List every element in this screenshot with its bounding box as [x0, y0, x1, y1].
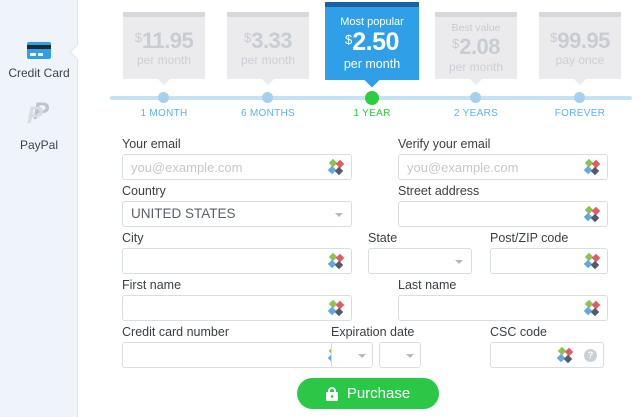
duration-label-1-year[interactable]: 1 YEAR [353, 108, 391, 119]
autofill-icon[interactable] [583, 158, 601, 175]
purchase-button[interactable]: Purchase [297, 378, 439, 409]
country-label: Country [122, 184, 166, 198]
slider-dot-1-year-active[interactable] [365, 91, 379, 105]
tier-period: per month [448, 59, 504, 74]
zip-field-group: Post/ZIP code [490, 232, 608, 274]
slider-dot-1-month[interactable] [158, 92, 169, 103]
expiration-year-select[interactable] [379, 342, 421, 368]
card-number-label: Credit card number [122, 325, 229, 339]
tier-price: $2.08 [451, 34, 501, 60]
duration-label-forever[interactable]: FOREVER [554, 108, 606, 119]
csc-label: CSC code [490, 325, 547, 339]
tier-price: $3.33 [243, 27, 293, 53]
tier-top-bar [227, 12, 309, 17]
payment-method-sidebar: Credit Card P P PayPal [0, 0, 78, 417]
credit-card-label: Credit Card [8, 66, 70, 80]
first-name-field-group: First name [122, 279, 352, 321]
email-input[interactable] [123, 155, 351, 179]
duration-label-2-years[interactable]: 2 YEARS [453, 108, 499, 119]
state-label: State [368, 231, 398, 245]
sidebar-item-credit-card[interactable]: Credit Card [0, 42, 78, 80]
credit-card-icon [27, 42, 51, 59]
chevron-down-icon [358, 354, 366, 358]
city-label: City [122, 231, 144, 245]
paypal-icon: P P [27, 98, 50, 129]
street-label: Street address [398, 184, 480, 198]
autofill-icon[interactable] [327, 252, 345, 269]
expiration-month-select[interactable] [331, 342, 373, 368]
street-field-group: Street address [398, 185, 608, 227]
tier-top-bar [325, 2, 419, 7]
expiration-label: Expiration date [331, 325, 415, 339]
email-field-group: Your email [122, 138, 352, 180]
tier-price: $2.50 [345, 28, 399, 57]
card-number-input[interactable] [123, 343, 351, 367]
tier-period: pay once [555, 53, 605, 68]
chevron-down-icon [406, 354, 414, 358]
slider-dot-6-months[interactable] [262, 92, 273, 103]
street-input[interactable] [399, 202, 607, 226]
verify-email-label: Verify your email [398, 137, 491, 151]
purchase-button-label: Purchase [346, 385, 411, 402]
autofill-icon[interactable] [583, 252, 601, 269]
paypal-label: PayPal [19, 138, 59, 152]
tier-top-bar [123, 12, 205, 17]
tier-badge: Best value [451, 22, 501, 35]
card-number-field-group: Credit card number [122, 326, 352, 368]
autofill-icon[interactable] [583, 205, 601, 222]
csc-help-icon[interactable]: ? [584, 348, 597, 362]
sidebar-item-paypal[interactable]: P P PayPal [0, 98, 78, 153]
csc-field-group: CSC code ? [490, 326, 604, 368]
tier-badge: Most popular [340, 16, 404, 29]
verify-email-field-group: Verify your email [398, 138, 608, 180]
chevron-down-icon [455, 260, 463, 264]
plan-tier-1-month[interactable]: $11.95 per month [123, 12, 205, 86]
autofill-icon[interactable] [327, 299, 345, 316]
email-label: Your email [122, 137, 181, 151]
duration-label-1-month[interactable]: 1 MONTH [140, 108, 188, 119]
state-field-group: State [368, 232, 472, 274]
first-name-label: First name [122, 278, 182, 292]
plan-tier-forever[interactable]: $99.95 pay once [539, 12, 621, 86]
tier-price: $11.95 [134, 27, 194, 53]
duration-label-6-months[interactable]: 6 MONTHS [240, 108, 296, 119]
autofill-icon[interactable] [583, 299, 601, 316]
lock-icon [325, 386, 338, 401]
country-select[interactable]: UNITED STATES [122, 201, 352, 227]
verify-email-input[interactable] [399, 155, 607, 179]
tier-period: per month [240, 53, 296, 68]
plan-tier-6-months[interactable]: $3.33 per month [227, 12, 309, 86]
zip-label: Post/ZIP code [490, 231, 569, 245]
plan-tier-1-year-selected[interactable]: Most popular $2.50 per month [325, 2, 419, 88]
slider-dot-2-years[interactable] [470, 92, 481, 103]
tier-price: $99.95 [550, 27, 610, 53]
tier-period: per month [343, 56, 401, 71]
country-selected-value: UNITED STATES [131, 206, 236, 221]
country-field-group: Country UNITED STATES [122, 185, 352, 227]
slider-dot-forever[interactable] [574, 92, 585, 103]
tier-period: per month [136, 53, 192, 68]
last-name-field-group: Last name [398, 279, 608, 321]
city-input[interactable] [123, 249, 351, 273]
city-field-group: City [122, 232, 352, 274]
state-select[interactable] [368, 248, 472, 274]
chevron-down-icon [335, 213, 343, 217]
tier-top-bar [435, 12, 517, 17]
autofill-icon[interactable] [556, 346, 574, 363]
first-name-input[interactable] [123, 296, 351, 320]
tier-top-bar [539, 12, 621, 17]
last-name-label: Last name [398, 278, 457, 292]
autofill-icon[interactable] [327, 158, 345, 175]
plan-tier-2-years[interactable]: Best value $2.08 per month [435, 12, 517, 86]
expiration-field-group: Expiration date [331, 326, 461, 368]
last-name-input[interactable] [399, 296, 607, 320]
